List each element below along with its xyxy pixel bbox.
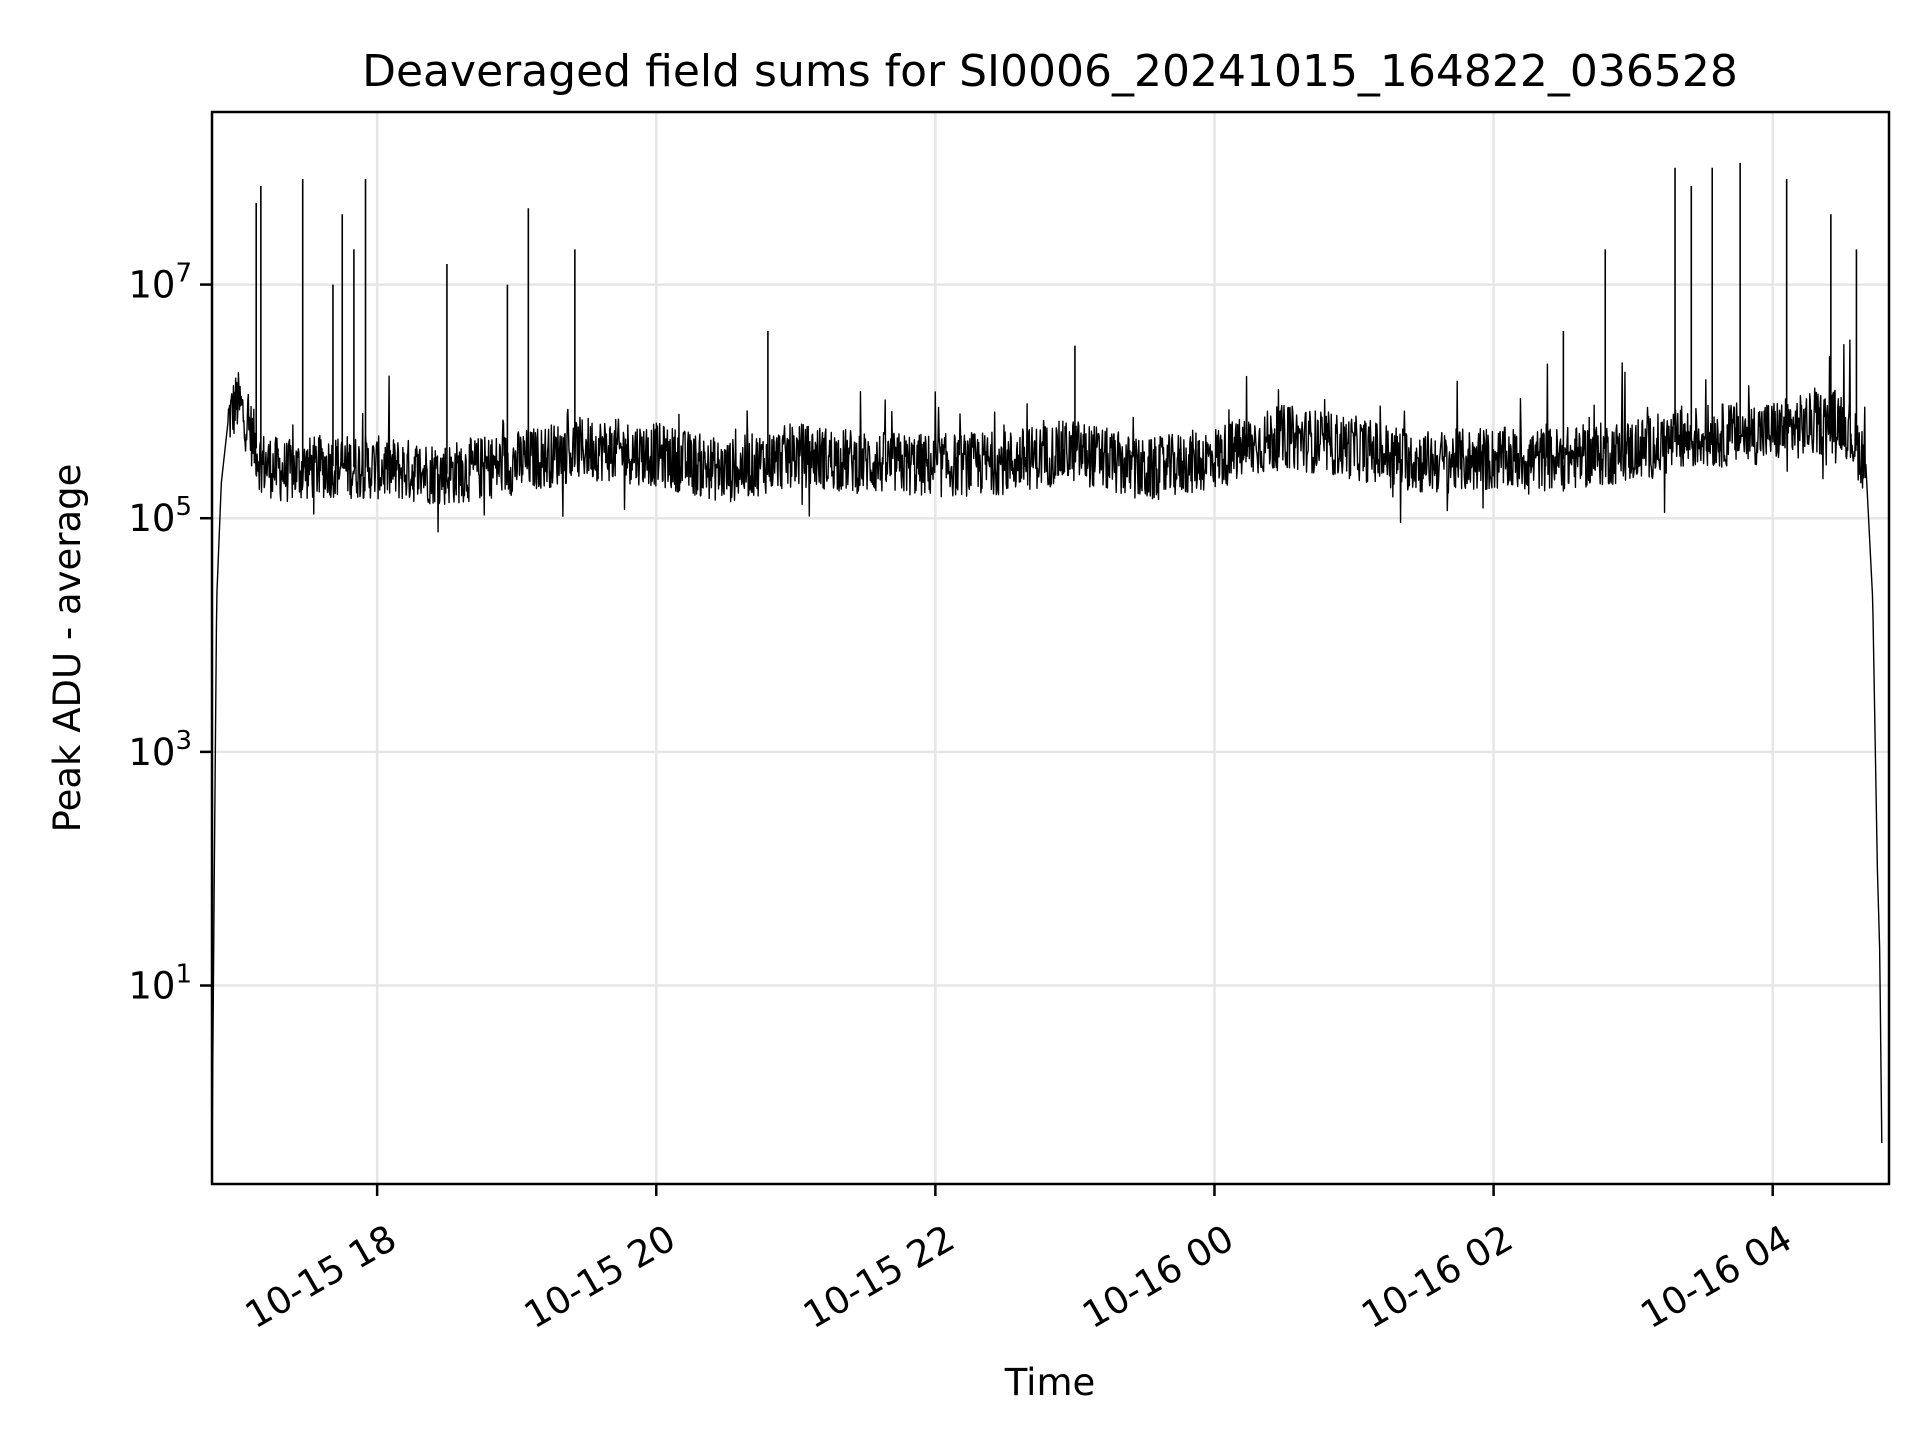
y-axis-label: Peak ADU - average: [46, 464, 89, 833]
plot-area-frame: [210, 110, 1891, 1186]
y-tick-label: 105: [128, 492, 192, 540]
chart-title: Deaveraged field sums for SI0006_2024101…: [362, 46, 1738, 97]
series-line: [211, 339, 1883, 1164]
x-axis-label: Time: [1004, 1361, 1096, 1404]
y-tick-labels: 101 103 105 107: [128, 259, 192, 1008]
y-tick-label: 107: [128, 259, 192, 307]
y-tick-label: 103: [128, 726, 192, 774]
series-layer: [211, 162, 1883, 1164]
axis-ticks: [200, 283, 1774, 1196]
grid-lines: [212, 112, 1889, 1184]
y-tick-label: 101: [128, 960, 192, 1008]
